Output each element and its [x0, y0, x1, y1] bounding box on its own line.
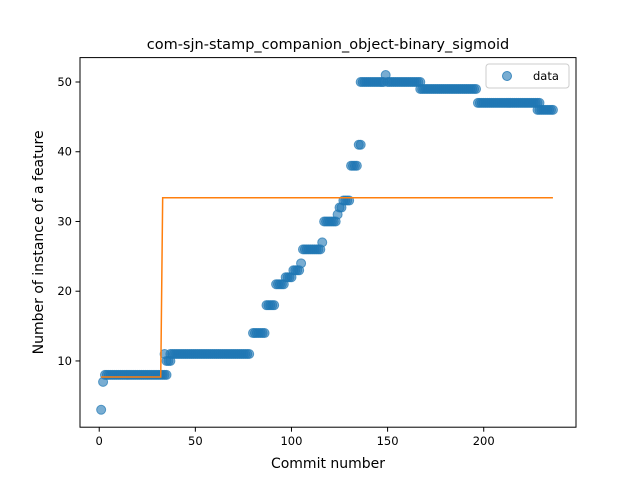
data-point — [269, 300, 280, 311]
y-tick-label: 50 — [57, 75, 72, 89]
x-tick-label: 200 — [473, 434, 495, 448]
y-tick-label: 30 — [57, 214, 72, 228]
x-tick-label: 150 — [377, 434, 399, 448]
fit-line — [101, 197, 553, 378]
chart-title: com-sjn-stamp_companion_object-binary_si… — [147, 37, 510, 53]
data-point — [317, 237, 328, 248]
y-tick-label: 40 — [57, 145, 72, 159]
x-axis-label: Commit number — [271, 456, 385, 472]
data-point — [351, 160, 362, 171]
legend-entry-data: data — [533, 69, 559, 83]
plot-frame — [79, 57, 577, 428]
data-point — [96, 404, 107, 415]
data-point — [296, 258, 307, 269]
legend-box — [485, 63, 570, 89]
data-point — [355, 139, 366, 150]
data-point — [244, 348, 255, 359]
x-axis-ticks: 0 50 100 150 200 — [96, 427, 495, 448]
data-point — [259, 328, 270, 339]
x-tick-label: 50 — [188, 434, 203, 448]
y-tick-label: 10 — [57, 354, 72, 368]
data-point — [547, 104, 558, 115]
x-tick-label: 0 — [96, 434, 103, 448]
y-axis-label: Number of instance of a feature — [31, 130, 47, 354]
fit-line-layer — [101, 197, 553, 378]
data-point — [471, 83, 482, 94]
y-axis-ticks: 10 20 30 40 50 — [57, 75, 80, 368]
data-points — [96, 70, 558, 415]
legend-marker — [502, 71, 512, 81]
data-point — [161, 369, 172, 380]
x-tick-label: 100 — [280, 434, 302, 448]
y-tick-label: 20 — [57, 284, 72, 298]
legend: data — [485, 63, 570, 89]
